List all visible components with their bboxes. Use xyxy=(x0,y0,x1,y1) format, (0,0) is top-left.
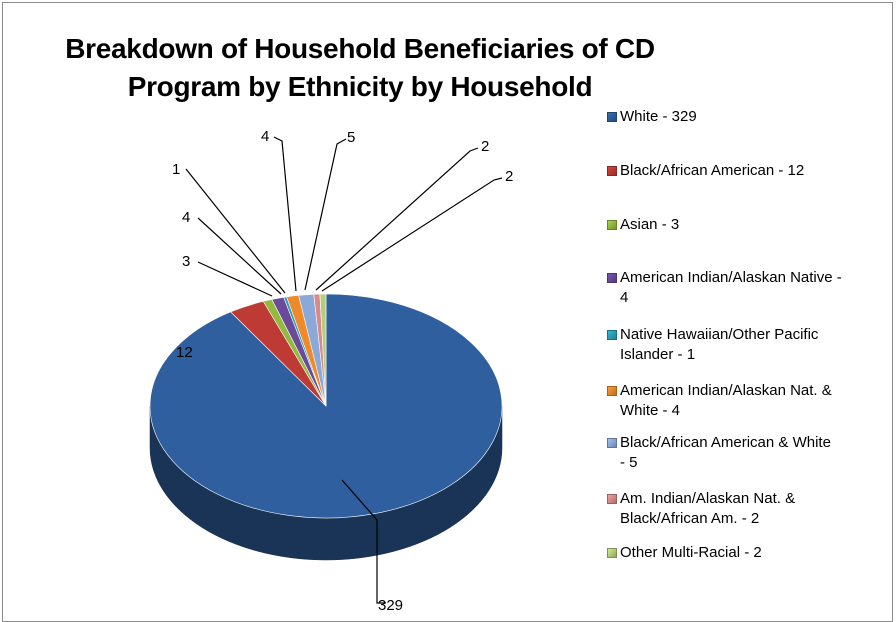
chart-title-line-2: Program by Ethnicity by Household xyxy=(127,71,593,102)
leader-line-6 xyxy=(304,138,347,291)
leader-line-3 xyxy=(197,217,282,295)
legend-label-3-0: American Indian/Alaskan Native - xyxy=(620,269,842,286)
legend-label-7-1: Black/African Am. - 2 xyxy=(620,510,760,527)
legend-item-8: Other Multi-Racial - 2 xyxy=(607,543,887,563)
chart-title-line-1: Breakdown of Household Beneficiaries of … xyxy=(65,33,655,64)
leader-line-0 xyxy=(341,479,386,604)
legend-label-5-1: White - 4 xyxy=(620,402,681,419)
legend-swatch-2 xyxy=(607,220,617,230)
data-label-8: 2 xyxy=(505,168,513,185)
legend-item-4: Native Hawaiian/Other Pacific Islander - … xyxy=(607,325,887,365)
legend-label-0-0: White - 329 xyxy=(620,108,697,125)
legend-item-1: Black/African American - 12 xyxy=(607,161,887,181)
legend-item-2: Asian - 3 xyxy=(607,215,887,235)
chart-title: Breakdown of Household Beneficiaries of … xyxy=(60,30,660,106)
legend-swatch-0 xyxy=(607,112,617,122)
legend-item-7: Am. Indian/Alaskan Nat. & Black/African A… xyxy=(607,489,887,529)
leader-line-2 xyxy=(197,261,273,297)
legend-label-6-1: - 5 xyxy=(620,454,638,471)
data-label-1: 12 xyxy=(176,344,193,361)
legend-swatch-7 xyxy=(607,494,617,504)
legend-swatch-5 xyxy=(607,386,617,396)
legend-label-2-0: Asian - 3 xyxy=(620,216,680,233)
legend-label-8-0: Other Multi-Racial - 2 xyxy=(620,544,762,561)
legend-label-1-0: Black/African American - 12 xyxy=(620,162,805,179)
legend-label-7-0: Am. Indian/Alaskan Nat. & xyxy=(620,490,796,507)
data-label-7: 2 xyxy=(481,138,489,155)
data-label-5: 4 xyxy=(261,128,269,145)
data-label-0: 329 xyxy=(378,597,403,614)
legend-label-6-0: Black/African American & White xyxy=(620,434,831,451)
data-label-6: 5 xyxy=(347,129,355,146)
data-label-2: 3 xyxy=(182,253,190,270)
leader-lines xyxy=(185,136,503,604)
data-label-4: 1 xyxy=(172,161,180,178)
leader-line-4 xyxy=(185,168,286,294)
pie-top xyxy=(149,293,503,519)
leader-line-7 xyxy=(315,147,479,291)
legend-item-5: American Indian/Alaskan Nat. & White - 4 xyxy=(607,381,887,421)
legend-label-4-1: Islander - 1 xyxy=(620,346,696,363)
leader-line-5 xyxy=(273,136,297,292)
legend-item-0: White - 329 xyxy=(607,107,887,127)
pie-slice-8 xyxy=(319,293,327,407)
legend-swatch-4 xyxy=(607,330,617,340)
leader-line-8 xyxy=(321,177,503,292)
legend-item-3: American Indian/Alaskan Native - 4 xyxy=(607,268,887,308)
data-labels: 329 12 3 4 1 4 5 22 xyxy=(172,128,513,614)
legend-label-5-0: American Indian/Alaskan Nat. & xyxy=(620,382,832,399)
legend-label-4-0: Native Hawaiian/Other Pacific xyxy=(620,326,819,343)
legend-item-6: Black/African American & White - 5 xyxy=(607,433,887,473)
legend-swatch-8 xyxy=(607,548,617,558)
legend-swatch-1 xyxy=(607,166,617,176)
data-label-3: 4 xyxy=(182,209,190,226)
legend-swatch-3 xyxy=(607,273,617,283)
legend-label-3-1: 4 xyxy=(620,289,629,306)
legend-swatch-6 xyxy=(607,438,617,448)
